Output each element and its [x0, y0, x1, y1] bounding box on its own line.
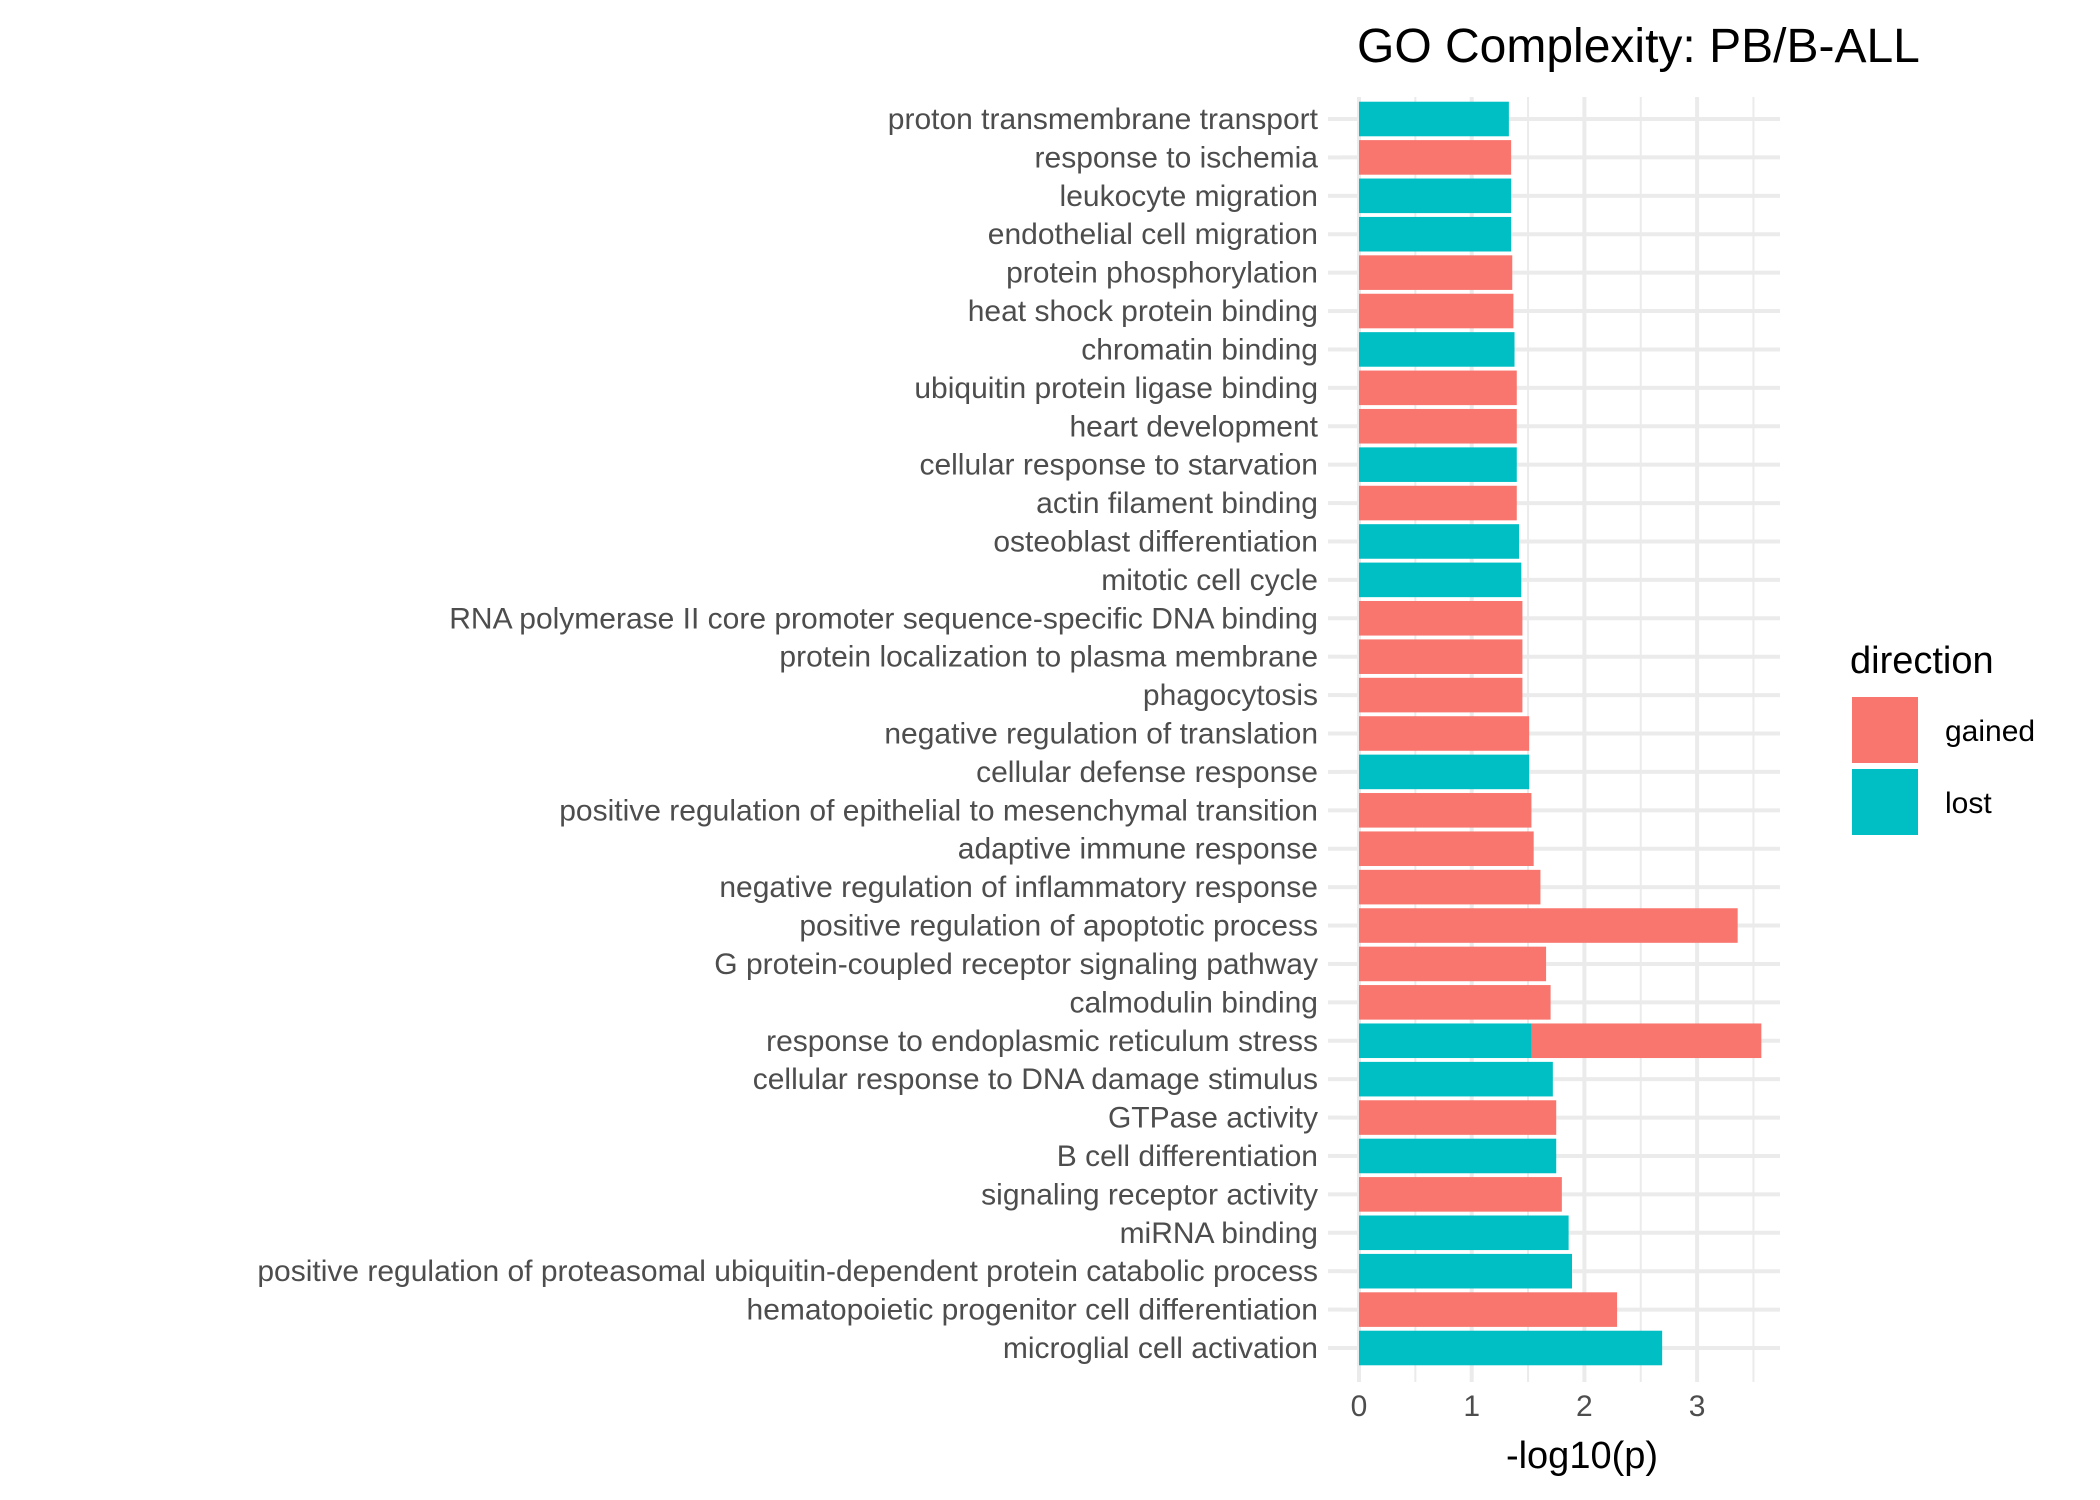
bar-lost — [1359, 1253, 1573, 1289]
bar-gained — [1359, 985, 1551, 1020]
x-tick-label: 0 — [1351, 1390, 1368, 1423]
y-axis-ticks — [1328, 117, 1342, 1350]
legend-title: direction — [1850, 640, 1994, 682]
y-tick-label: RNA polymerase II core promoter sequence… — [449, 602, 1318, 635]
y-tick-label: calmodulin binding — [1070, 986, 1319, 1019]
y-tick-label: positive regulation of epithelial to mes… — [559, 794, 1318, 827]
y-tick-label: protein localization to plasma membrane — [779, 641, 1318, 674]
y-tick-label: cellular defense response — [976, 756, 1318, 789]
x-tick-label: 2 — [1576, 1390, 1593, 1423]
y-tick-label: microglial cell activation — [1003, 1332, 1318, 1365]
bar-gained — [1359, 869, 1541, 905]
y-tick-label: phagocytosis — [1143, 679, 1318, 712]
bar-lost — [1359, 332, 1515, 367]
bar-gained — [1359, 370, 1517, 406]
y-tick-label: positive regulation of apoptotic process — [799, 910, 1318, 943]
bar-lost — [1359, 216, 1512, 252]
bar-lost — [1359, 1330, 1663, 1366]
x-tick-label: 1 — [1463, 1390, 1480, 1423]
y-tick-label: positive regulation of proteasomal ubiqu… — [257, 1255, 1318, 1288]
y-tick-label: cellular response to starvation — [919, 449, 1318, 482]
y-tick-label: heat shock protein binding — [968, 295, 1318, 328]
bar-gained — [1359, 793, 1532, 828]
bar-gained — [1359, 716, 1530, 751]
y-tick-label: endothelial cell migration — [988, 218, 1318, 251]
y-tick-label: miRNA binding — [1120, 1217, 1318, 1250]
bar-gained — [1359, 1100, 1557, 1135]
bar-lost — [1359, 178, 1512, 214]
legend: direction gained lost — [1850, 640, 2035, 835]
y-tick-label: ubiquitin protein ligase binding — [914, 372, 1318, 405]
bars — [1359, 101, 1762, 1366]
bar-gained — [1359, 677, 1523, 713]
y-tick-label: negative regulation of inflammatory resp… — [719, 871, 1318, 904]
bar-gained — [1359, 293, 1514, 329]
bar-lost — [1359, 1138, 1557, 1174]
y-tick-label: protein phosphorylation — [1006, 257, 1318, 290]
y-tick-label: B cell differentiation — [1057, 1140, 1318, 1173]
y-tick-label: actin filament binding — [1036, 487, 1318, 520]
bar-gained — [1359, 255, 1513, 290]
chart-title: GO Complexity: PB/B-ALL — [1357, 20, 1920, 73]
y-tick-label: signaling receptor activity — [981, 1178, 1318, 1211]
y-tick-label: proton transmembrane transport — [888, 103, 1319, 136]
bar-lost — [1359, 562, 1522, 598]
y-tick-label: G protein-coupled receptor signaling pat… — [714, 948, 1318, 981]
y-tick-label: response to endoplasmic reticulum stress — [766, 1025, 1318, 1058]
y-tick-label: adaptive immune response — [958, 833, 1318, 866]
y-tick-label: negative regulation of translation — [884, 718, 1318, 751]
y-tick-label: GTPase activity — [1108, 1102, 1318, 1135]
bar-lost — [1359, 101, 1509, 137]
bar-lost — [1359, 1023, 1532, 1059]
bar-lost — [1359, 754, 1530, 790]
bar-gained — [1359, 140, 1512, 175]
legend-label-lost: lost — [1945, 787, 1992, 820]
bar-gained — [1359, 485, 1517, 521]
y-tick-label: response to ischemia — [1035, 141, 1319, 174]
bar-gained — [1359, 600, 1523, 636]
bar-gained — [1359, 946, 1547, 982]
bar-lost — [1359, 447, 1517, 482]
y-tick-label: heart development — [1070, 410, 1319, 443]
y-tick-label: cellular response to DNA damage stimulus — [753, 1063, 1318, 1096]
y-tick-label: mitotic cell cycle — [1101, 564, 1318, 597]
bar-gained — [1359, 908, 1738, 943]
y-tick-label: osteoblast differentiation — [993, 525, 1318, 558]
bar-lost — [1359, 1215, 1569, 1251]
x-axis-label: -log10(p) — [1506, 1435, 1658, 1477]
y-tick-label: chromatin binding — [1081, 333, 1318, 366]
bar-lost — [1359, 524, 1520, 559]
bar-gained — [1359, 639, 1523, 674]
legend-swatch-gained — [1852, 697, 1918, 763]
bar-gained — [1531, 1023, 1762, 1059]
legend-label-gained: gained — [1945, 715, 2035, 748]
legend-swatch-lost — [1852, 769, 1918, 835]
y-tick-label: leukocyte migration — [1060, 180, 1318, 213]
bar-gained — [1359, 1292, 1618, 1327]
y-tick-label: hematopoietic progenitor cell differenti… — [747, 1294, 1318, 1327]
x-tick-label: 3 — [1689, 1390, 1706, 1423]
bar-gained — [1359, 831, 1534, 867]
bar-lost — [1359, 1061, 1553, 1097]
bar-gained — [1359, 1177, 1562, 1212]
x-axis-ticks: 0 1 2 3 — [1351, 1372, 1755, 1423]
y-axis-labels: proton transmembrane transport response t… — [257, 103, 1318, 1365]
bar-gained — [1359, 408, 1517, 444]
